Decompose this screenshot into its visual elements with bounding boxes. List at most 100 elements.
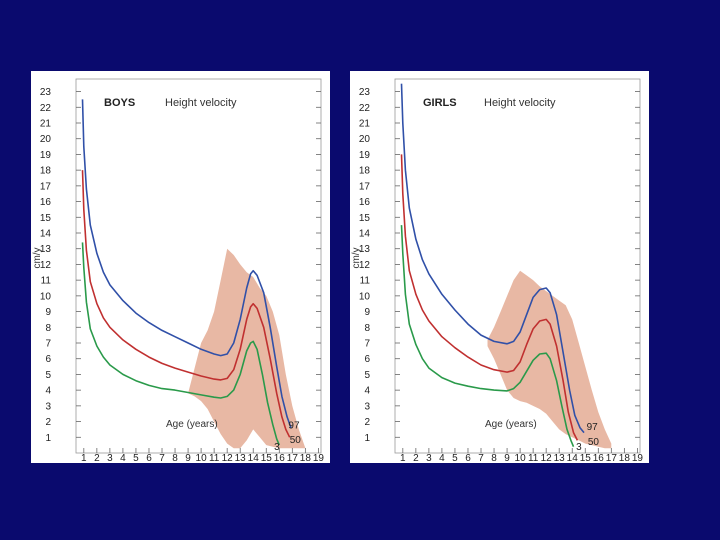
boys-percentile-label: 50 xyxy=(290,435,302,446)
girls-y-tick-label: 21 xyxy=(359,119,371,130)
girls-x-tick-label: 11 xyxy=(528,453,539,463)
boys-x-tick-label: 8 xyxy=(172,453,178,463)
boys-y-tick-label: 15 xyxy=(40,213,52,224)
boys-x-tick-label: 5 xyxy=(133,453,139,463)
boys-x-tick-label: 11 xyxy=(209,453,220,463)
boys-x-tick-label: 16 xyxy=(274,453,286,463)
boys-y-tick-label: 1 xyxy=(45,433,51,444)
boys-chart-subtitle: Height velocity xyxy=(165,97,237,109)
girls-y-tick-label: 18 xyxy=(359,166,371,177)
boys-y-tick-label: 20 xyxy=(40,134,52,145)
girls-percentile-label: 97 xyxy=(587,422,599,433)
girls-y-tick-label: 6 xyxy=(364,354,370,365)
boys-y-tick-label: 18 xyxy=(40,166,52,177)
boys-x-tick-label: 9 xyxy=(185,453,191,463)
boys-x-tick-label: 12 xyxy=(222,453,234,463)
boys-y-tick-label: 22 xyxy=(40,103,52,114)
boys-series-p50 xyxy=(81,170,291,438)
girls-x-tick-label: 6 xyxy=(465,453,471,463)
girls-x-tick-label: 14 xyxy=(567,453,579,463)
boys-x-axis-label: Age (years) xyxy=(166,419,218,430)
girls-y-tick-label: 22 xyxy=(359,103,371,114)
boys-y-tick-label: 16 xyxy=(40,197,52,208)
boys-y-tick-label: 7 xyxy=(45,339,51,350)
boys-y-tick-label: 19 xyxy=(40,150,52,161)
boys-y-tick-label: 23 xyxy=(40,87,52,98)
boys-x-tick-label: 18 xyxy=(300,453,312,463)
girls-x-tick-label: 2 xyxy=(413,453,419,463)
girls-y-tick-label: 14 xyxy=(359,229,371,240)
girls-x-tick-label: 17 xyxy=(606,453,618,463)
girls-y-tick-label: 17 xyxy=(359,181,371,192)
boys-y-tick-label: 8 xyxy=(45,323,51,334)
girls-percentile-label: 50 xyxy=(588,437,600,448)
boys-y-tick-label: 10 xyxy=(40,291,52,302)
boys-y-tick-label: 12 xyxy=(40,260,52,271)
boys-x-tick-label: 17 xyxy=(287,453,299,463)
boys-series-p97 xyxy=(81,99,292,429)
girls-y-tick-label: 23 xyxy=(359,87,371,98)
girls-x-tick-label: 18 xyxy=(619,453,631,463)
girls-y-tick-label: 8 xyxy=(364,323,370,334)
girls-y-tick-label: 12 xyxy=(359,260,371,271)
boys-x-tick-label: 7 xyxy=(159,453,165,463)
girls-chart-subtitle: Height velocity xyxy=(484,97,556,109)
girls-y-tick-label: 5 xyxy=(364,370,370,381)
boys-chart-title: BOYS xyxy=(104,97,135,109)
boys-x-tick-label: 1 xyxy=(81,453,87,463)
girls-series-p50 xyxy=(400,154,579,441)
girls-x-tick-label: 9 xyxy=(504,453,510,463)
girls-x-tick-label: 8 xyxy=(491,453,497,463)
girls-range-band xyxy=(487,270,612,449)
girls-y-tick-label: 13 xyxy=(359,244,371,255)
girls-series-p97 xyxy=(400,83,585,434)
boys-x-tick-label: 13 xyxy=(235,453,247,463)
girls-plot-frame xyxy=(394,78,641,454)
boys-percentile-label: 3 xyxy=(274,442,280,453)
girls-chart-panel: 1 2 3 4 5 6 7 8 9 10 11 12 13 14 15 16 17 18 19 20 21 22 23 1 2 3… xyxy=(350,71,649,463)
girls-y-tick-label: 11 xyxy=(360,276,371,287)
boys-y-tick-label: 13 xyxy=(40,244,52,255)
girls-y-tick-label: 7 xyxy=(364,339,370,350)
girls-y-tick-label: 9 xyxy=(364,307,370,318)
girls-y-tick-label: 16 xyxy=(359,197,371,208)
boys-x-tick-label: 19 xyxy=(313,453,325,463)
boys-plot-frame xyxy=(75,78,322,454)
boys-y-tick-label: 21 xyxy=(40,119,52,130)
girls-x-tick-label: 3 xyxy=(426,453,432,463)
boys-x-tick-label: 6 xyxy=(146,453,152,463)
girls-percentile-label: 3 xyxy=(576,442,582,453)
boys-y-axis-label: cm/y xyxy=(32,247,43,268)
boys-y-tick-label: 9 xyxy=(45,307,51,318)
boys-x-tick-label: 3 xyxy=(107,453,113,463)
girls-chart-title: GIRLS xyxy=(423,97,457,109)
boys-x-tick-label: 10 xyxy=(196,453,208,463)
boys-chart-panel: 1 2 3 4 5 6 7 8 9 10 11 12 13 14 15 16 17 18 19 20 21 22 23 1 2 3… xyxy=(31,71,330,463)
girls-x-tick-label: 15 xyxy=(580,453,592,463)
girls-y-tick-label: 10 xyxy=(359,291,371,302)
boys-percentile-label: 97 xyxy=(288,421,300,432)
girls-y-axis-label: cm/y xyxy=(351,247,362,268)
boys-x-tick-label: 14 xyxy=(248,453,260,463)
girls-y-tick-label: 1 xyxy=(364,433,370,444)
girls-x-tick-label: 12 xyxy=(541,453,553,463)
girls-x-tick-label: 10 xyxy=(515,453,527,463)
boys-y-tick-label: 2 xyxy=(45,417,51,428)
boys-y-tick-label: 17 xyxy=(40,181,52,192)
girls-y-tick-label: 3 xyxy=(364,401,370,412)
boys-series-p3 xyxy=(81,242,281,446)
girls-x-tick-label: 7 xyxy=(478,453,484,463)
girls-x-tick-label: 19 xyxy=(632,453,644,463)
boys-y-tick-label: 4 xyxy=(45,386,51,397)
boys-x-tick-label: 4 xyxy=(120,453,126,463)
boys-y-tick-label: 11 xyxy=(41,276,52,287)
girls-x-tick-label: 1 xyxy=(400,453,406,463)
boys-y-tick-label: 14 xyxy=(40,229,52,240)
boys-y-tick-label: 5 xyxy=(45,370,51,381)
girls-x-tick-label: 5 xyxy=(452,453,458,463)
girls-x-tick-label: 16 xyxy=(593,453,605,463)
girls-y-tick-label: 4 xyxy=(364,386,370,397)
